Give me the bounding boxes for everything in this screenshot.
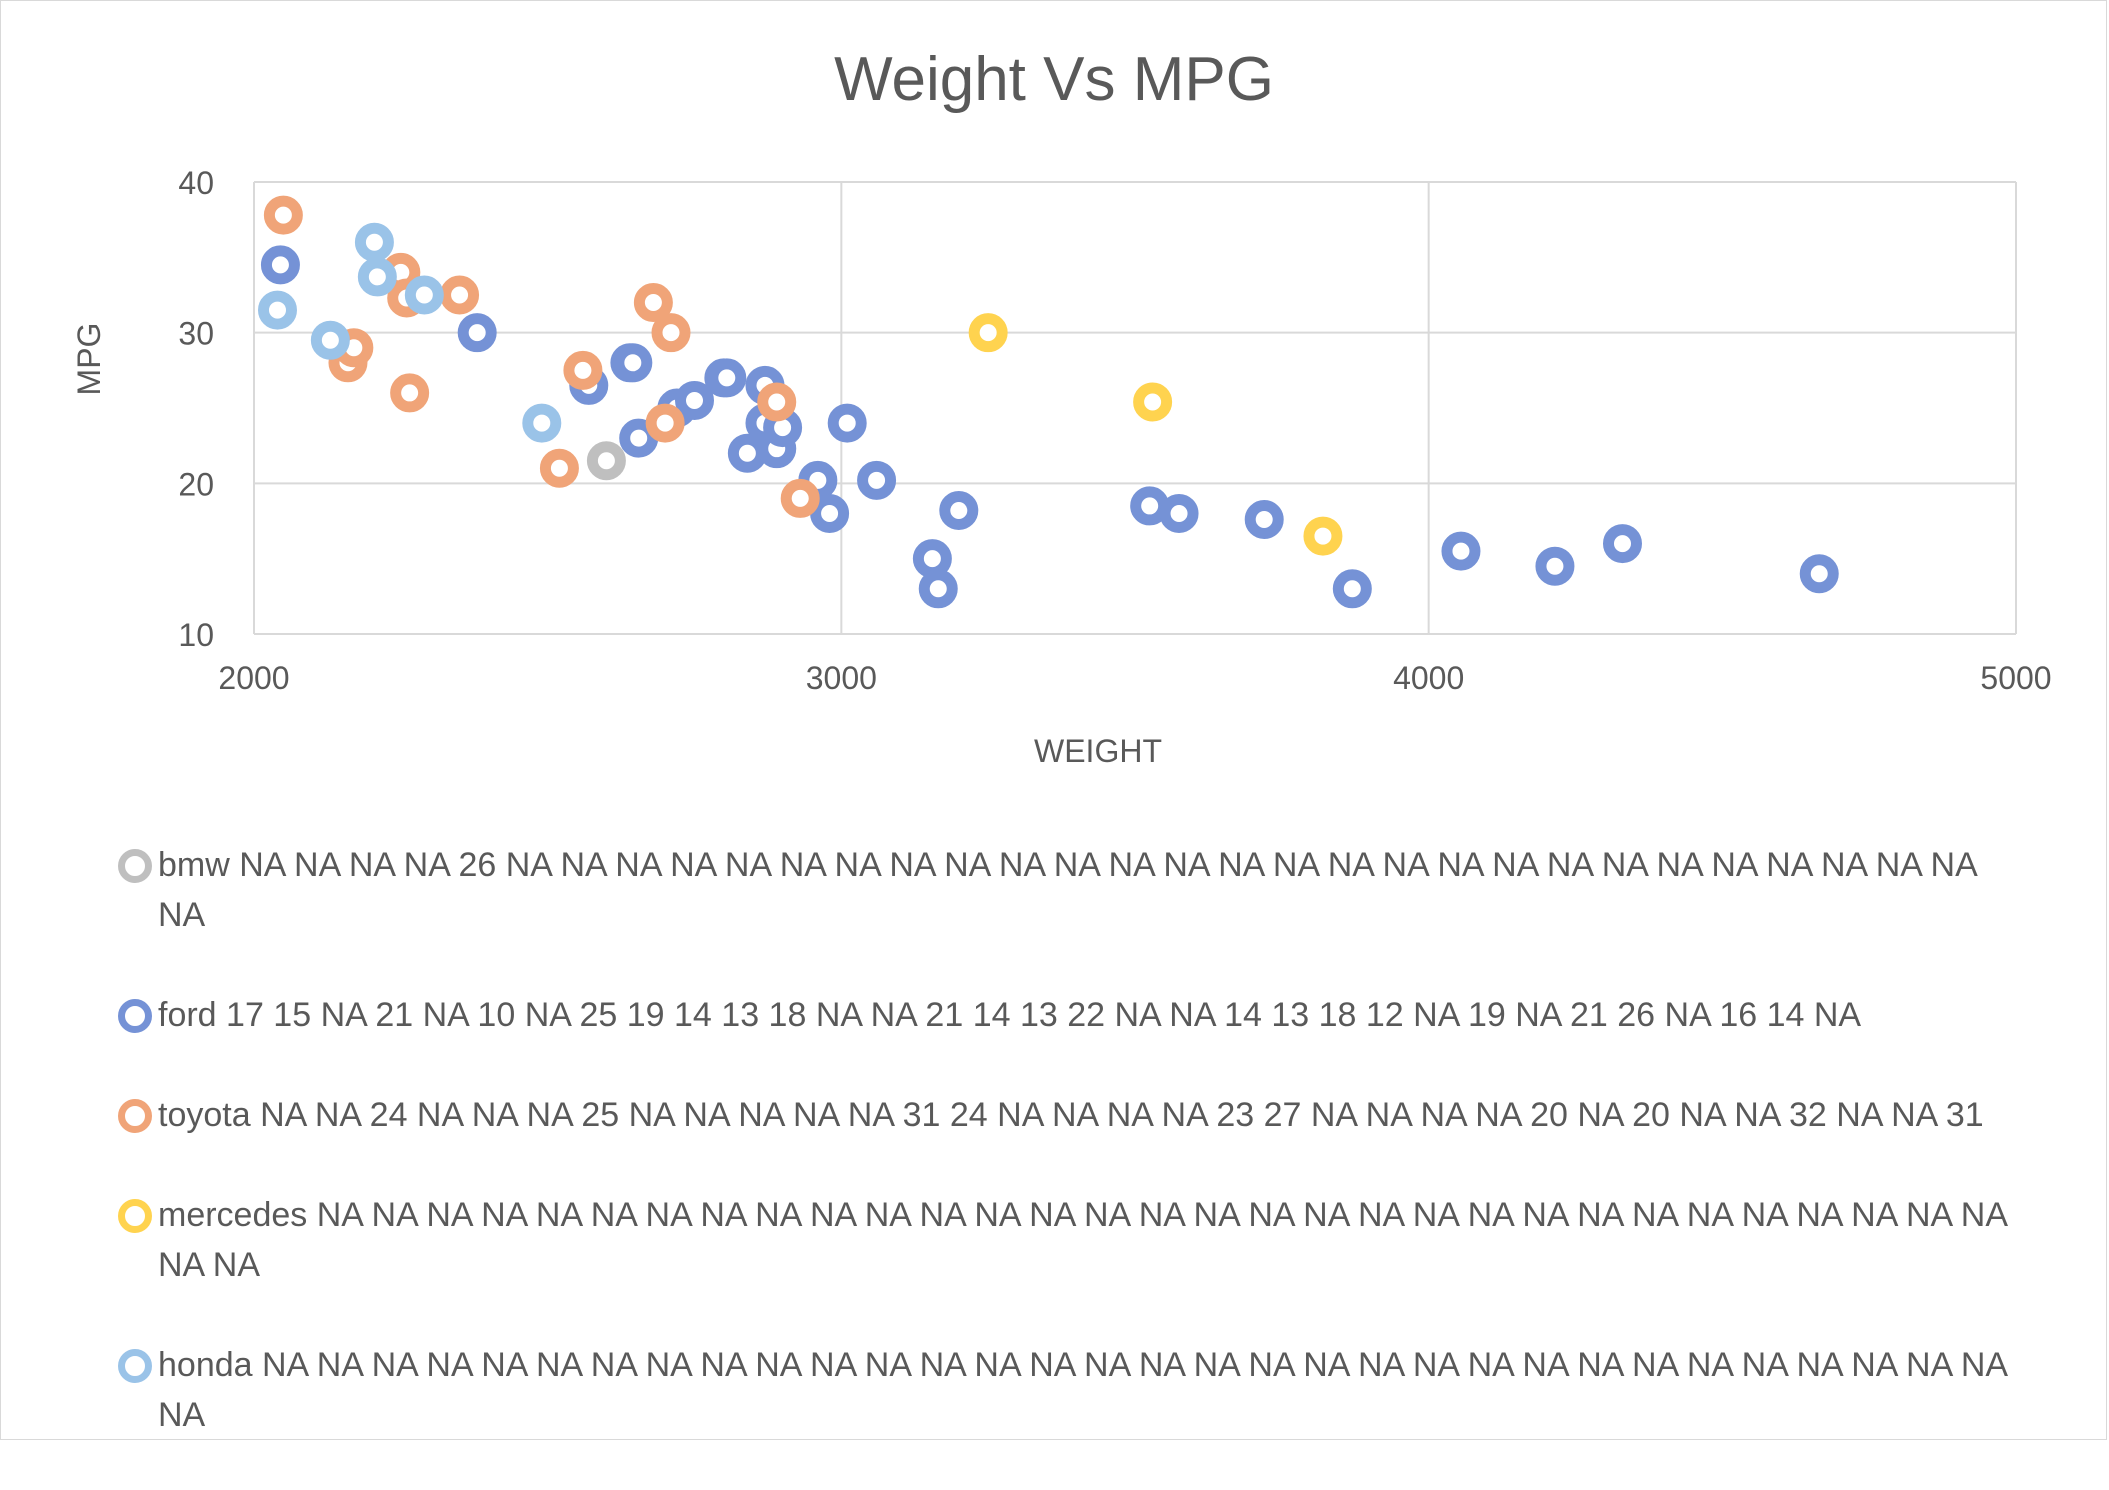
data-point-toyota <box>651 313 691 353</box>
legend-marker-icon <box>118 849 152 883</box>
y-axis-label: MPG <box>71 323 107 396</box>
data-point-bmw <box>586 441 626 481</box>
series-bmw <box>586 441 626 481</box>
data-point-toyota <box>263 195 303 235</box>
data-point-ford <box>613 343 653 383</box>
data-point-honda <box>310 320 350 360</box>
data-point-ford <box>619 418 659 458</box>
data-point-ford <box>1244 499 1284 539</box>
legend-marker-icon <box>118 1199 152 1233</box>
y-tick-label: 10 <box>178 617 214 653</box>
data-point-ford <box>1159 493 1199 533</box>
data-point-honda <box>404 275 444 315</box>
data-point-toyota <box>390 373 430 413</box>
data-point-toyota <box>633 283 673 323</box>
x-tick-label: 2000 <box>218 660 289 696</box>
series-honda <box>257 222 562 443</box>
data-point-ford <box>1799 554 1839 594</box>
legend-label: toyota NA NA 24 NA NA NA 25 NA NA NA NA … <box>158 1096 1984 1134</box>
data-point-toyota <box>563 350 603 390</box>
data-point-toyota <box>645 403 685 443</box>
legend-marker-icon <box>118 1349 152 1383</box>
legend-item-bmw: bmw NA NA NA NA 26 NA NA NA NA NA NA NA … <box>118 840 2018 940</box>
data-point-ford <box>260 245 300 285</box>
data-point-ford <box>1441 531 1481 571</box>
data-point-ford <box>857 460 897 500</box>
series-ford <box>260 245 1839 609</box>
legend-label: honda NA NA NA NA NA NA NA NA NA NA NA N… <box>158 1346 2007 1434</box>
data-point-toyota <box>440 275 480 315</box>
legend-label: bmw NA NA NA NA 26 NA NA NA NA NA NA NA … <box>158 846 1976 934</box>
data-point-ford <box>912 539 952 579</box>
data-point-mercedes <box>968 313 1008 353</box>
data-point-toyota <box>780 478 820 518</box>
x-tick-label: 5000 <box>1980 660 2051 696</box>
legend-label: mercedes NA NA NA NA NA NA NA NA NA NA N… <box>158 1196 2007 1284</box>
x-tick-label: 3000 <box>806 660 877 696</box>
data-point-ford <box>457 313 497 353</box>
data-point-mercedes <box>1133 382 1173 422</box>
data-point-toyota <box>539 448 579 488</box>
data-point-ford <box>1602 524 1642 564</box>
data-point-ford <box>1535 546 1575 586</box>
data-point-ford <box>1130 486 1170 526</box>
chart-legend: bmw NA NA NA NA 26 NA NA NA NA NA NA NA … <box>118 840 2018 1490</box>
data-point-toyota <box>757 382 797 422</box>
legend-item-toyota: toyota NA NA 24 NA NA NA 25 NA NA NA NA … <box>118 1090 2018 1140</box>
data-point-ford <box>707 358 747 398</box>
data-point-ford <box>827 403 867 443</box>
chart-title: Weight Vs MPG <box>834 45 1274 114</box>
data-point-honda <box>354 222 394 262</box>
data-point-ford <box>675 380 714 420</box>
data-point-ford <box>918 569 958 609</box>
x-axis-label: WEIGHT <box>1034 733 1162 769</box>
x-tick-label: 4000 <box>1393 660 1464 696</box>
data-point-ford <box>810 493 850 533</box>
legend-marker-icon <box>118 1099 152 1133</box>
data-point-ford <box>939 490 979 530</box>
data-point-ford <box>727 433 767 473</box>
tick-labels: 10 20 30 40 2000 3000 4000 5000 <box>178 165 2051 696</box>
y-tick-label: 40 <box>178 165 214 201</box>
y-tick-label: 20 <box>178 466 214 502</box>
data-points <box>257 195 1839 609</box>
scatter-chart: Weight Vs MPG 10 20 30 40 2000 3000 4000 5000 W… <box>71 45 2052 769</box>
legend-item-honda: honda NA NA NA NA NA NA NA NA NA NA NA N… <box>118 1340 2018 1440</box>
data-point-mercedes <box>1303 516 1343 556</box>
legend-label: ford 17 15 NA 21 NA 10 NA 25 19 14 13 18… <box>158 996 1862 1034</box>
data-point-honda <box>257 290 297 330</box>
legend-item-mercedes: mercedes NA NA NA NA NA NA NA NA NA NA N… <box>118 1190 2018 1290</box>
data-point-honda <box>357 257 397 297</box>
chart-frame <box>0 0 2107 1440</box>
data-point-honda <box>522 403 562 443</box>
data-point-ford <box>1332 569 1372 609</box>
legend-item-ford: ford 17 15 NA 21 NA 10 NA 25 19 14 13 18… <box>118 990 2018 1040</box>
y-tick-label: 30 <box>178 316 214 352</box>
series-mercedes <box>968 313 1343 556</box>
legend-marker-icon <box>118 999 152 1033</box>
